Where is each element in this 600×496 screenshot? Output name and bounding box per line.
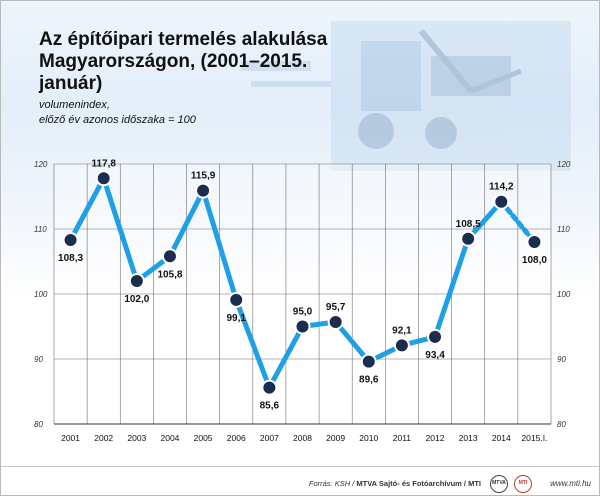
data-value-label: 99,1 bbox=[226, 313, 246, 324]
x-tick-label: 2006 bbox=[227, 433, 246, 443]
data-point-marker bbox=[327, 313, 344, 330]
data-point-marker bbox=[427, 328, 444, 345]
gridlines bbox=[53, 163, 552, 425]
data-point-marker bbox=[360, 353, 377, 370]
source-label: Forrás: KSH / bbox=[308, 479, 357, 488]
data-value-label: 92,1 bbox=[392, 325, 412, 336]
line-chart: 80 80 90 90 100 100 110 110 120 120 2001 2002 2003 20… bbox=[34, 158, 571, 443]
unit-note-line1: volumenindex, bbox=[39, 99, 110, 111]
data-value-label: 108,5 bbox=[456, 219, 481, 230]
data-point-marker bbox=[294, 318, 311, 335]
x-tick-label: 2010 bbox=[359, 433, 378, 443]
x-tick-label: 2007 bbox=[260, 433, 279, 443]
x-tick-label: 2002 bbox=[94, 433, 113, 443]
data-point-marker bbox=[526, 234, 543, 250]
data-value-label: 117,8 bbox=[91, 158, 116, 169]
series-line-segment bbox=[200, 188, 239, 303]
y-tick-label-right: 90 bbox=[557, 355, 566, 364]
y-tick-label-right: 110 bbox=[557, 225, 570, 234]
series-line-segment bbox=[465, 199, 504, 242]
y-tick-label-left: 90 bbox=[34, 355, 43, 364]
data-value-label: 114,2 bbox=[489, 182, 514, 193]
x-tick-label: 2011 bbox=[393, 433, 412, 443]
x-tick-label: 2015.I. bbox=[521, 433, 547, 443]
axes-labels: 80 80 90 90 100 100 110 110 120 120 2001 2002 2003 20… bbox=[34, 160, 571, 443]
data-value-label: 93,4 bbox=[425, 350, 445, 361]
y-tick-label-left: 110 bbox=[34, 225, 47, 234]
x-tick-label: 2005 bbox=[194, 433, 213, 443]
series-line-segment-dashed bbox=[498, 199, 537, 245]
footer: Forrás: KSH / MTVA Sajtó- és Fotóarchívu… bbox=[1, 466, 599, 495]
y-tick-label-right: 120 bbox=[557, 160, 571, 169]
chart-title-line2: Magyarországon, (2001–2015. január) bbox=[39, 51, 308, 94]
data-value-label: 108,0 bbox=[522, 255, 547, 266]
data-value-label: 89,6 bbox=[359, 375, 379, 386]
data-point-marker bbox=[128, 273, 145, 289]
series-line bbox=[68, 175, 537, 391]
data-point-marker bbox=[195, 182, 212, 199]
x-tick-label: 2004 bbox=[161, 433, 180, 443]
data-labels: 108,3 117,8 102,0 105,8 115,9 99,1 85,6 95,0 95,… bbox=[58, 158, 547, 411]
series-line-segment bbox=[167, 188, 206, 259]
y-tick-label-left: 120 bbox=[34, 160, 48, 169]
x-tick-label: 2009 bbox=[326, 433, 345, 443]
series-line-segment bbox=[68, 175, 107, 243]
archive-credit: MTVA Sajtó- és Fotóarchívum / MTI bbox=[356, 479, 481, 488]
data-point-marker bbox=[460, 230, 477, 247]
data-value-label: 95,7 bbox=[326, 302, 346, 313]
data-point-marker bbox=[62, 232, 79, 249]
y-tick-label-left: 80 bbox=[34, 420, 43, 429]
source-credit: Forrás: KSH / MTVA Sajtó- és Fotóarchívu… bbox=[309, 479, 481, 488]
data-point-marker bbox=[95, 170, 112, 187]
website-link[interactable]: www.mti.hu bbox=[550, 479, 591, 488]
series-line-segment bbox=[432, 236, 471, 340]
construction-scene-illustration bbox=[241, 21, 571, 171]
y-tick-label-right: 80 bbox=[557, 420, 566, 429]
data-value-label: 108,3 bbox=[58, 253, 83, 264]
data-point-marker bbox=[161, 248, 178, 265]
series-line-segment bbox=[101, 175, 140, 284]
series-line-segment bbox=[333, 319, 372, 365]
y-tick-label-right: 100 bbox=[557, 290, 571, 299]
data-markers bbox=[62, 170, 543, 396]
data-value-label: 105,8 bbox=[157, 269, 182, 280]
data-point-marker bbox=[393, 337, 410, 354]
unit-note: volumenindex, előző év azonos időszaka =… bbox=[39, 98, 196, 128]
construction-photo-background bbox=[1, 1, 599, 301]
x-tick-label: 2014 bbox=[492, 433, 511, 443]
x-tick-label: 2001 bbox=[61, 433, 80, 443]
mtva-logo-icon: MTVA bbox=[490, 475, 508, 493]
chart-title: Az építőipari termelés alakulása Magyaro… bbox=[39, 29, 359, 95]
data-point-marker bbox=[261, 379, 278, 396]
data-value-label: 85,6 bbox=[260, 401, 280, 412]
data-value-label: 95,0 bbox=[293, 307, 313, 318]
data-value-label: 115,9 bbox=[191, 171, 216, 182]
chart-title-line1: Az építőipari termelés alakulása bbox=[39, 29, 328, 50]
series-line-segment bbox=[266, 324, 305, 391]
data-point-marker bbox=[493, 193, 510, 210]
data-value-label: 102,0 bbox=[124, 294, 149, 305]
x-tick-label: 2012 bbox=[426, 433, 445, 443]
data-point-marker bbox=[228, 291, 245, 308]
x-tick-label: 2008 bbox=[293, 433, 312, 443]
x-tick-label: 2013 bbox=[459, 433, 478, 443]
series-line-segment bbox=[233, 297, 272, 391]
x-tick-label: 2003 bbox=[127, 433, 146, 443]
mti-logo-icon: MTI bbox=[514, 475, 532, 493]
y-tick-label-left: 100 bbox=[34, 290, 48, 299]
unit-note-line2: előző év azonos időszaka = 100 bbox=[39, 114, 196, 126]
